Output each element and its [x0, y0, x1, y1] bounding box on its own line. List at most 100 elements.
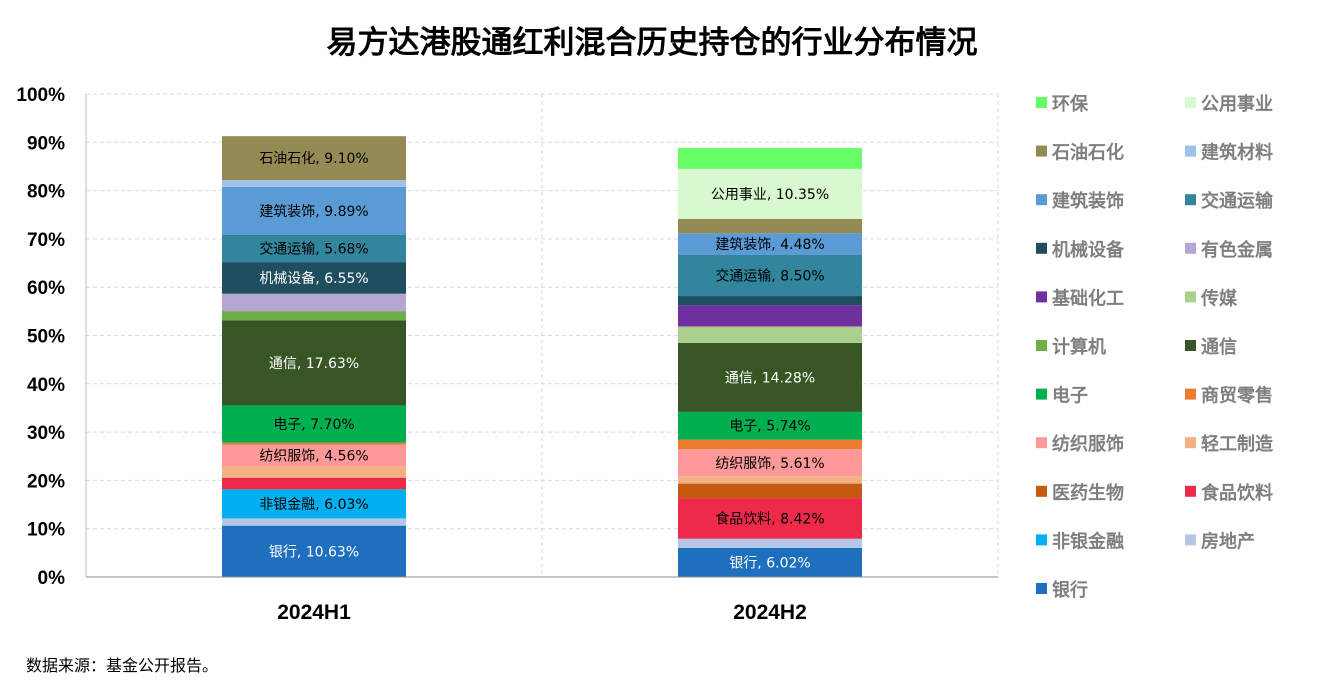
x-tick-label: 2024H2 [733, 601, 807, 624]
legend-item: 电子 [1036, 385, 1088, 407]
legend-swatch [1185, 388, 1196, 400]
data-label: 石油石化, 9.10% [259, 151, 368, 167]
legend-swatch [1036, 534, 1047, 546]
legend-item: 医药生物 [1036, 482, 1124, 504]
y-tick-label: 50% [27, 327, 65, 348]
bar-segment [222, 518, 406, 526]
legend-label: 轻工制造 [1201, 433, 1273, 455]
bar-segment [222, 525, 406, 577]
bar-segment [222, 311, 406, 321]
legend-swatch [1036, 97, 1047, 108]
y-tick-label: 60% [27, 278, 65, 299]
bar-segment [678, 168, 862, 219]
data-label: 银行, 6.02% [729, 555, 810, 571]
bar-segment [222, 186, 406, 235]
legend-label: 建筑材料 [1201, 142, 1273, 164]
legend-label: 交通运输 [1201, 190, 1274, 212]
bar-segment [678, 547, 862, 577]
legend-item: 环保 [1036, 93, 1089, 115]
legend-label: 电子 [1052, 385, 1088, 407]
data-label: 建筑装饰, 9.89% [259, 204, 368, 220]
y-tick-label: 20% [27, 471, 65, 492]
bar-segment [222, 262, 406, 294]
bar-segment [678, 538, 862, 548]
bar-segment [678, 449, 862, 477]
data-label: 公用事业, 10.35% [711, 187, 829, 203]
legend-label: 医药生物 [1052, 482, 1124, 504]
data-label: 通信, 17.63% [269, 356, 359, 372]
legend-swatch [1185, 145, 1196, 157]
legend-item: 商贸零售 [1185, 385, 1273, 407]
legend-item: 计算机 [1036, 336, 1106, 358]
chart-title: 易方达港股通红利混合历史持仓的行业分布情况 [327, 25, 978, 61]
bar-segment [222, 136, 406, 181]
bar-segment [678, 148, 862, 169]
x-axis: 2024H1 2024H2 [86, 576, 998, 624]
bar-segment [222, 320, 406, 406]
legend-swatch [1036, 145, 1047, 157]
legend-item: 非银金融 [1036, 530, 1124, 552]
legend-swatch [1036, 437, 1047, 449]
y-axis: 0% 10% 20% 30% 40% 50% 60% 70% 80% 90% 100% [16, 85, 87, 589]
data-label: 电子, 7.70% [273, 417, 354, 433]
legend-item: 建筑材料 [1185, 142, 1273, 164]
bar-segment [678, 233, 862, 255]
bar-segment [222, 180, 406, 187]
legend-swatch [1185, 340, 1196, 351]
bar-segment [678, 411, 862, 440]
data-label: 非银金融, 6.03% [259, 497, 368, 513]
legend-label: 银行 [1052, 579, 1088, 601]
legend-swatch [1185, 437, 1196, 449]
bar-segment [222, 442, 406, 445]
legend-item: 有色金属 [1185, 239, 1273, 261]
y-tick-label: 90% [27, 133, 65, 154]
bar-segment [222, 405, 406, 443]
legend-item: 公用事业 [1185, 93, 1273, 115]
bar-segment [678, 305, 862, 327]
data-label: 纺织服饰, 4.56% [259, 449, 368, 465]
legend-swatch [1036, 194, 1047, 206]
legend-swatch [1185, 485, 1196, 497]
legend-label: 计算机 [1052, 336, 1106, 358]
legend-swatch [1036, 583, 1047, 594]
data-label: 电子, 5.74% [729, 419, 810, 435]
legend-item: 机械设备 [1036, 239, 1125, 261]
legend-swatch [1185, 97, 1196, 108]
bar-segment [678, 296, 862, 306]
legend-label: 机械设备 [1052, 239, 1125, 261]
data-label: 纺织服饰, 5.61% [715, 456, 824, 472]
data-label: 交通运输, 8.50% [715, 268, 824, 285]
data-label: 建筑装饰, 4.48% [715, 237, 824, 253]
legend-item: 石油石化 [1036, 142, 1124, 164]
bar-segment [678, 439, 862, 450]
legend-label: 基础化工 [1051, 287, 1124, 309]
legend-item: 房地产 [1185, 530, 1255, 552]
legend-label: 环保 [1052, 93, 1089, 115]
y-tick-label: 80% [27, 182, 65, 203]
legend-swatch [1185, 242, 1196, 254]
legend-swatch [1036, 388, 1047, 400]
legend-item: 银行 [1036, 579, 1088, 601]
legend-item: 传媒 [1185, 287, 1238, 309]
legend-label: 公用事业 [1201, 93, 1273, 115]
y-tick-label: 30% [27, 423, 65, 444]
source-note: 数据来源：基金公开报告。 [26, 656, 219, 675]
legend-item: 食品饮料 [1185, 482, 1273, 504]
bar-segment [222, 489, 406, 519]
y-tick-label: 0% [38, 568, 66, 589]
data-label: 银行, 10.63% [269, 544, 359, 560]
legend-swatch [1036, 242, 1047, 254]
bar-segment [222, 293, 406, 312]
bar-segment [678, 254, 862, 297]
legend-label: 石油石化 [1051, 142, 1124, 164]
data-label: 通信, 14.28% [725, 370, 815, 386]
data-label: 食品饮料, 8.42% [715, 510, 824, 527]
bar-segment [678, 476, 862, 484]
legend-swatch [1036, 291, 1047, 303]
legend-item: 轻工制造 [1185, 433, 1273, 455]
bar-segment [222, 444, 406, 467]
bar-segment [222, 477, 406, 490]
legend-label: 建筑装饰 [1052, 190, 1124, 212]
legend-label: 纺织服饰 [1052, 433, 1124, 455]
